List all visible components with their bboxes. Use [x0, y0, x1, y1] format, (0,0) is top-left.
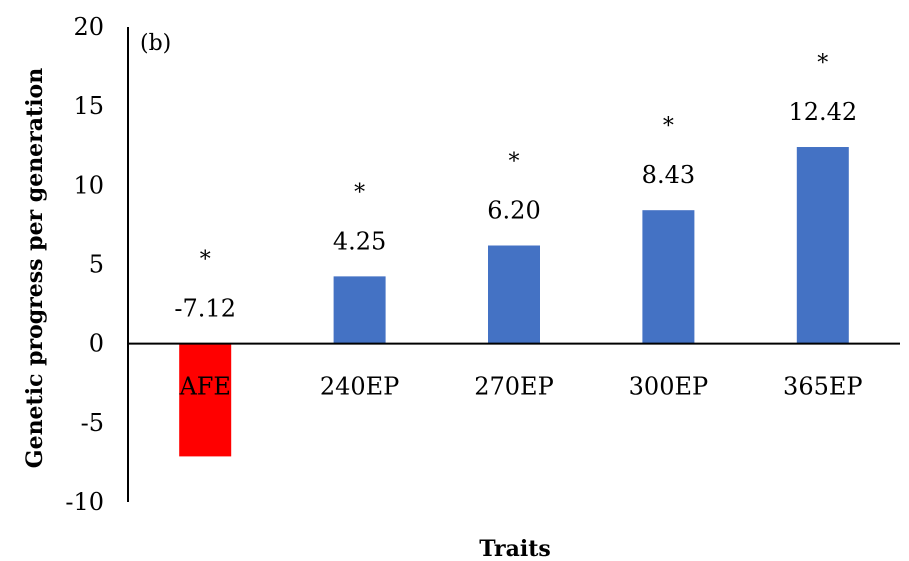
data-labels: -7.12 4.25 6.20 8.43 12.42 [174, 98, 857, 323]
category-label: 240EP [320, 373, 399, 401]
bar-365ep [796, 147, 849, 344]
y-tick-labels: -10 -5 0 5 10 15 20 [65, 13, 104, 516]
y-axis-title: Genetic progress per generation [22, 68, 48, 468]
category-label: 270EP [474, 373, 553, 401]
data-label: 6.20 [487, 197, 540, 225]
significance-markers: * * * * * [200, 51, 829, 273]
bar-afe [179, 343, 232, 457]
category-label: 365EP [783, 373, 862, 401]
y-tick-label: -10 [65, 488, 104, 516]
x-axis-title: Traits [479, 536, 551, 561]
bar-270ep [488, 245, 540, 344]
significance-star: * [200, 248, 211, 273]
significance-star: * [354, 180, 365, 205]
y-tick-label: 0 [89, 330, 104, 358]
significance-star: * [817, 51, 828, 76]
bar-300ep [642, 210, 695, 344]
y-tick-label: 15 [73, 92, 104, 120]
data-label: 8.43 [642, 161, 695, 189]
y-tick-label: 20 [73, 13, 104, 41]
bars [179, 147, 849, 457]
panel-label: (b) [140, 31, 171, 56]
data-label: 4.25 [333, 227, 386, 255]
data-label: 12.42 [788, 98, 857, 126]
category-label: AFE [178, 373, 231, 401]
significance-star: * [509, 150, 520, 175]
y-tick-label: -5 [81, 409, 104, 437]
y-tick-label: 10 [73, 171, 104, 199]
bar-240ep [333, 276, 386, 344]
category-label: 300EP [629, 373, 708, 401]
data-label: -7.12 [174, 295, 236, 323]
y-tick-label: 5 [89, 251, 104, 279]
significance-star: * [663, 114, 674, 139]
category-labels: AFE 240EP 270EP 300EP 365EP [178, 373, 862, 401]
